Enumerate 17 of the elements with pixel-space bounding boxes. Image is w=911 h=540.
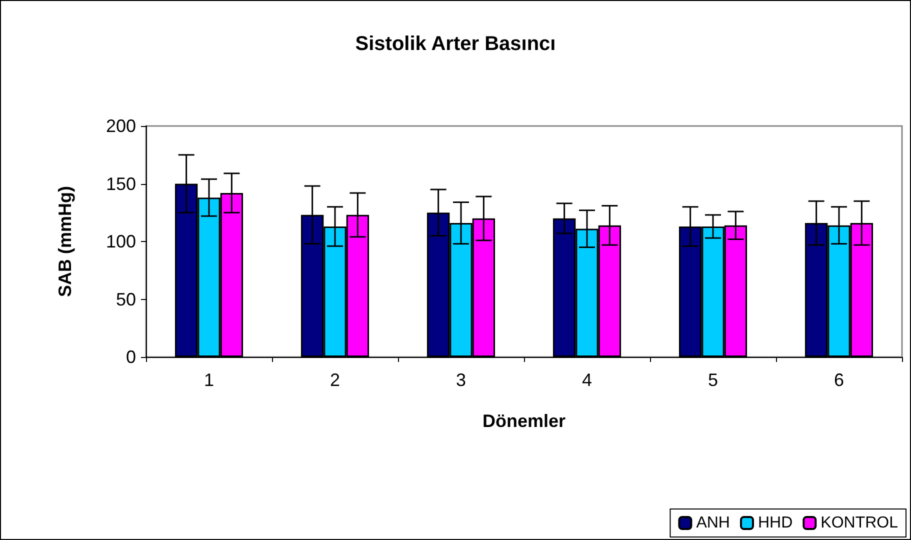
- x-tick-label: 6: [834, 370, 844, 390]
- legend-label: KONTROL: [820, 514, 898, 532]
- x-tick-label: 4: [582, 370, 592, 390]
- legend-label: ANH: [696, 514, 730, 532]
- x-tick-label: 2: [330, 370, 340, 390]
- y-tick-label: 100: [106, 232, 136, 252]
- y-tick-label: 0: [126, 347, 136, 367]
- y-tick-label: 50: [116, 289, 136, 310]
- x-tick-label: 1: [204, 370, 214, 390]
- y-axis-title: SAB (mmHg): [55, 186, 75, 297]
- y-tick-label: 150: [106, 174, 136, 194]
- y-tick-label: 200: [106, 116, 136, 136]
- x-axis-title: Dönemler: [482, 411, 566, 431]
- chart-title: Sistolik Arter Basıncı: [355, 33, 556, 55]
- x-tick-label: 5: [708, 370, 718, 390]
- legend-label: HHD: [758, 514, 793, 532]
- x-tick-label: 3: [456, 370, 466, 390]
